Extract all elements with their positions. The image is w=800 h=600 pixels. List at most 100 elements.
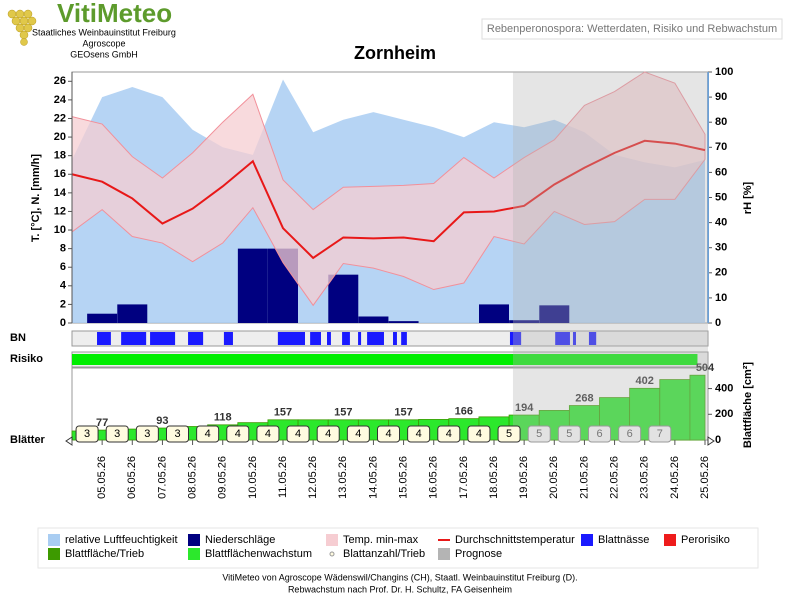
precip-bar	[358, 316, 389, 323]
legend-label: Prognose	[455, 548, 502, 560]
y-tick-label: 24	[54, 94, 67, 106]
leaf-area-label: 118	[214, 412, 232, 424]
leaf-count-box	[75, 425, 99, 443]
leaf-count: 3	[114, 428, 120, 440]
x-tick-label: 19.05.26	[518, 456, 530, 499]
legend-swatch	[48, 534, 60, 546]
leaf-wetness	[342, 332, 350, 345]
leaf-wetness	[310, 332, 321, 345]
leaf-count-box	[557, 425, 581, 443]
leaf-wetness	[327, 332, 331, 345]
legend-label: Blattanzahl/Trieb	[343, 548, 425, 560]
temp-band	[71, 71, 706, 307]
x-tick-label: 14.05.26	[367, 456, 379, 499]
leaf-count-box	[286, 425, 310, 443]
legend-label: Blattnässe	[598, 534, 649, 546]
x-tick-label: 15.05.26	[397, 456, 409, 499]
leaf-area-label: 402	[636, 375, 654, 387]
legend-label: Temp. min-max	[343, 534, 419, 546]
x-tick-label: 24.05.26	[669, 456, 681, 499]
prognosis	[512, 72, 708, 440]
legend-swatch	[188, 534, 200, 546]
leaf-count: 5	[536, 428, 542, 440]
leaf-count-box	[648, 425, 672, 443]
x-tick-label: 13.05.26	[337, 456, 349, 499]
leaf-count-box	[377, 425, 400, 443]
x-tick-label: 11.05.26	[277, 456, 289, 498]
y-tick-label: 12	[54, 205, 66, 217]
x-tick-label: 10.05.26	[247, 456, 259, 499]
precip-bar	[328, 274, 359, 323]
y2-tick-label: 100	[715, 66, 733, 78]
legend-swatch	[438, 548, 450, 560]
leaf-wetness	[358, 332, 362, 345]
precip-bar	[509, 320, 540, 323]
y2-axis-title: rH [%]	[742, 181, 754, 214]
leaf-count-box	[497, 425, 521, 443]
arrow-right	[707, 436, 715, 446]
y2-tick-label: 30	[715, 242, 727, 254]
x-tick-label: 18.05.26	[488, 456, 500, 499]
leaf-wetness	[277, 332, 306, 345]
logo-grapes	[7, 9, 37, 46]
risk	[72, 354, 698, 365]
y-tick-label: 8	[60, 243, 66, 255]
legend-swatch	[329, 551, 335, 557]
y-tick-label: 26	[54, 75, 66, 87]
temp-line	[71, 139, 706, 260]
leaf-count-box	[407, 425, 431, 443]
legend-swatch	[581, 534, 593, 546]
x-tick-label: 23.05.26	[639, 456, 651, 499]
leaf-wetness	[572, 332, 576, 345]
leaf-wetness	[401, 332, 407, 345]
y-tick-label: 20	[54, 131, 66, 143]
leaf-count: 6	[596, 428, 602, 440]
y-tick-label: 2	[60, 298, 66, 310]
y2-tick-label: 80	[715, 116, 727, 128]
leaf-count: 3	[84, 428, 90, 440]
leaf-count: 5	[566, 428, 572, 440]
footer: Rebwachstum nach Prof. Dr. H. Schultz, F…	[288, 584, 512, 594]
precip-bar	[87, 313, 118, 323]
x-tick-label: 06.05.26	[126, 456, 138, 499]
legend-label: Blattflächenwachstum	[205, 548, 312, 560]
x-tick-label: 25.05.26	[699, 456, 711, 499]
leaf-wetness	[121, 332, 147, 345]
x-tick-label: 16.05.26	[428, 456, 440, 499]
x-tick-label: 12.05.26	[307, 456, 319, 499]
row-label: BN	[10, 332, 26, 344]
leaf-wetness	[393, 332, 397, 345]
y2-tick-label: 0	[715, 317, 721, 329]
legend-swatch	[48, 548, 60, 560]
leaf-area-label: 157	[274, 407, 292, 419]
leaf-wetness	[188, 332, 204, 345]
y2-tick-label: 10	[715, 292, 727, 304]
leaf-wetness	[97, 332, 111, 345]
y-tick-label: 4	[60, 280, 67, 292]
leaf-area-label: 194	[515, 402, 534, 414]
leaf-wetness	[150, 332, 176, 345]
leaf-count: 4	[416, 428, 422, 440]
legend-label: Niederschläge	[205, 534, 275, 546]
growth-tick-label: 0	[715, 434, 721, 446]
leaf-wetness	[223, 332, 233, 345]
legend-box	[37, 527, 759, 569]
y2-tick-label: 70	[715, 141, 727, 153]
leaf-count-box	[467, 425, 491, 443]
leaf-count-box	[437, 425, 461, 443]
precip-bar	[117, 304, 148, 323]
legend-swatch	[664, 534, 676, 546]
leaf-count: 4	[355, 428, 361, 440]
legend-label: Perorisiko	[681, 534, 730, 546]
row-label: Risiko	[10, 353, 43, 365]
leaf-area-label: 93	[156, 415, 168, 427]
leaf-count-box	[166, 425, 189, 443]
leaf-count: 6	[627, 428, 633, 440]
logo: VitiMeteo	[57, 0, 172, 28]
leaf-count: 4	[265, 428, 271, 440]
leaf-wetness	[367, 332, 384, 345]
y2-tick-label: 20	[715, 267, 727, 279]
leaf-count: 4	[385, 428, 391, 440]
row-label: Blätter	[10, 434, 46, 446]
leaf-count-box	[316, 425, 340, 443]
